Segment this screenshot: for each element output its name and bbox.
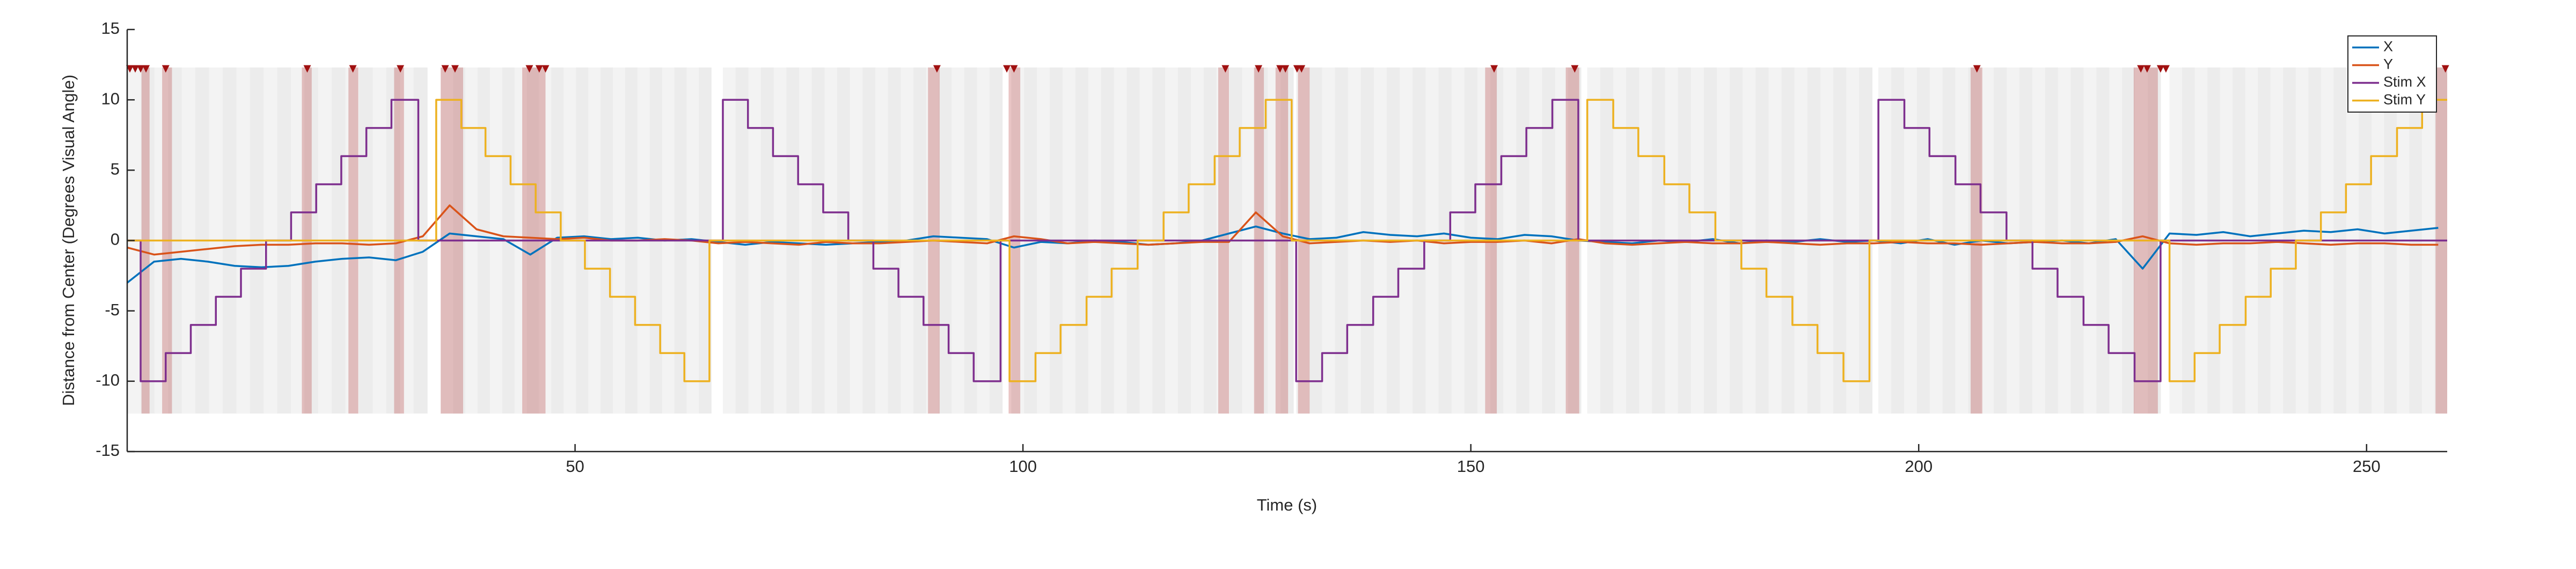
blink-marker — [541, 65, 550, 73]
y-tick-label: -15 — [96, 441, 120, 460]
legend-label: Stim X — [2383, 74, 2426, 90]
blink-marker — [535, 65, 543, 73]
blink-marker — [1490, 65, 1498, 73]
blink-marker — [1003, 65, 1011, 73]
blink-marker — [1298, 65, 1306, 73]
legend-box — [2347, 35, 2437, 113]
y-tick-label: 0 — [111, 230, 120, 249]
legend-label: Stim Y — [2383, 92, 2426, 108]
axes-layer: -15 -10 -5 0 5 10 15 50 100 150 200 250 XY Stim X Stim… — [96, 19, 2449, 476]
y-axis-label: Distance from Center (Degrees Visual Ang… — [59, 75, 78, 406]
blink-marker — [451, 65, 459, 73]
blink-marker — [2137, 65, 2145, 73]
blink-marker — [2441, 65, 2449, 73]
blink-marker — [1255, 65, 1263, 73]
blink-marker — [1276, 65, 1284, 73]
blink-marker — [137, 65, 145, 73]
blink-marker — [349, 65, 357, 73]
blink-marker — [2162, 65, 2170, 73]
x-tick-label: 200 — [1905, 457, 1933, 476]
legend: XY Stim X Stim Y — [2347, 35, 2437, 113]
legend-label: Y — [2383, 56, 2393, 72]
blink-marker — [1973, 65, 1981, 73]
blink-marker — [1010, 65, 1018, 73]
blink-marker — [303, 65, 311, 73]
lines-layer — [127, 99, 2447, 382]
blink-marker — [1221, 65, 1230, 73]
blink-marker — [441, 65, 449, 73]
y-tick-label: -10 — [96, 371, 120, 389]
blink-marker — [2143, 65, 2151, 73]
blink-marker — [126, 65, 134, 73]
x-tick-label: 50 — [566, 457, 584, 476]
blink-marker — [131, 65, 140, 73]
blink-marker — [1282, 65, 1290, 73]
series-line — [127, 204, 2439, 256]
blink-marker — [525, 65, 533, 73]
series-line — [127, 99, 2447, 382]
blink-marker — [142, 65, 150, 73]
blink-marker — [397, 65, 405, 73]
y-tick-label: 10 — [101, 89, 120, 108]
x-axis-label: Time (s) — [1257, 496, 1318, 514]
blink-marker — [162, 65, 170, 73]
y-tick-label: 15 — [101, 19, 120, 38]
x-tick-label: 250 — [2353, 457, 2381, 476]
x-tick-label: 100 — [1009, 457, 1037, 476]
y-tick-label: -5 — [105, 300, 120, 319]
blink-marker — [933, 65, 941, 73]
blink-marker — [2156, 65, 2164, 73]
legend-label: X — [2383, 39, 2393, 55]
y-tick-label: 5 — [111, 160, 120, 179]
x-tick-label: 150 — [1457, 457, 1485, 476]
blink-marker — [1571, 65, 1579, 73]
